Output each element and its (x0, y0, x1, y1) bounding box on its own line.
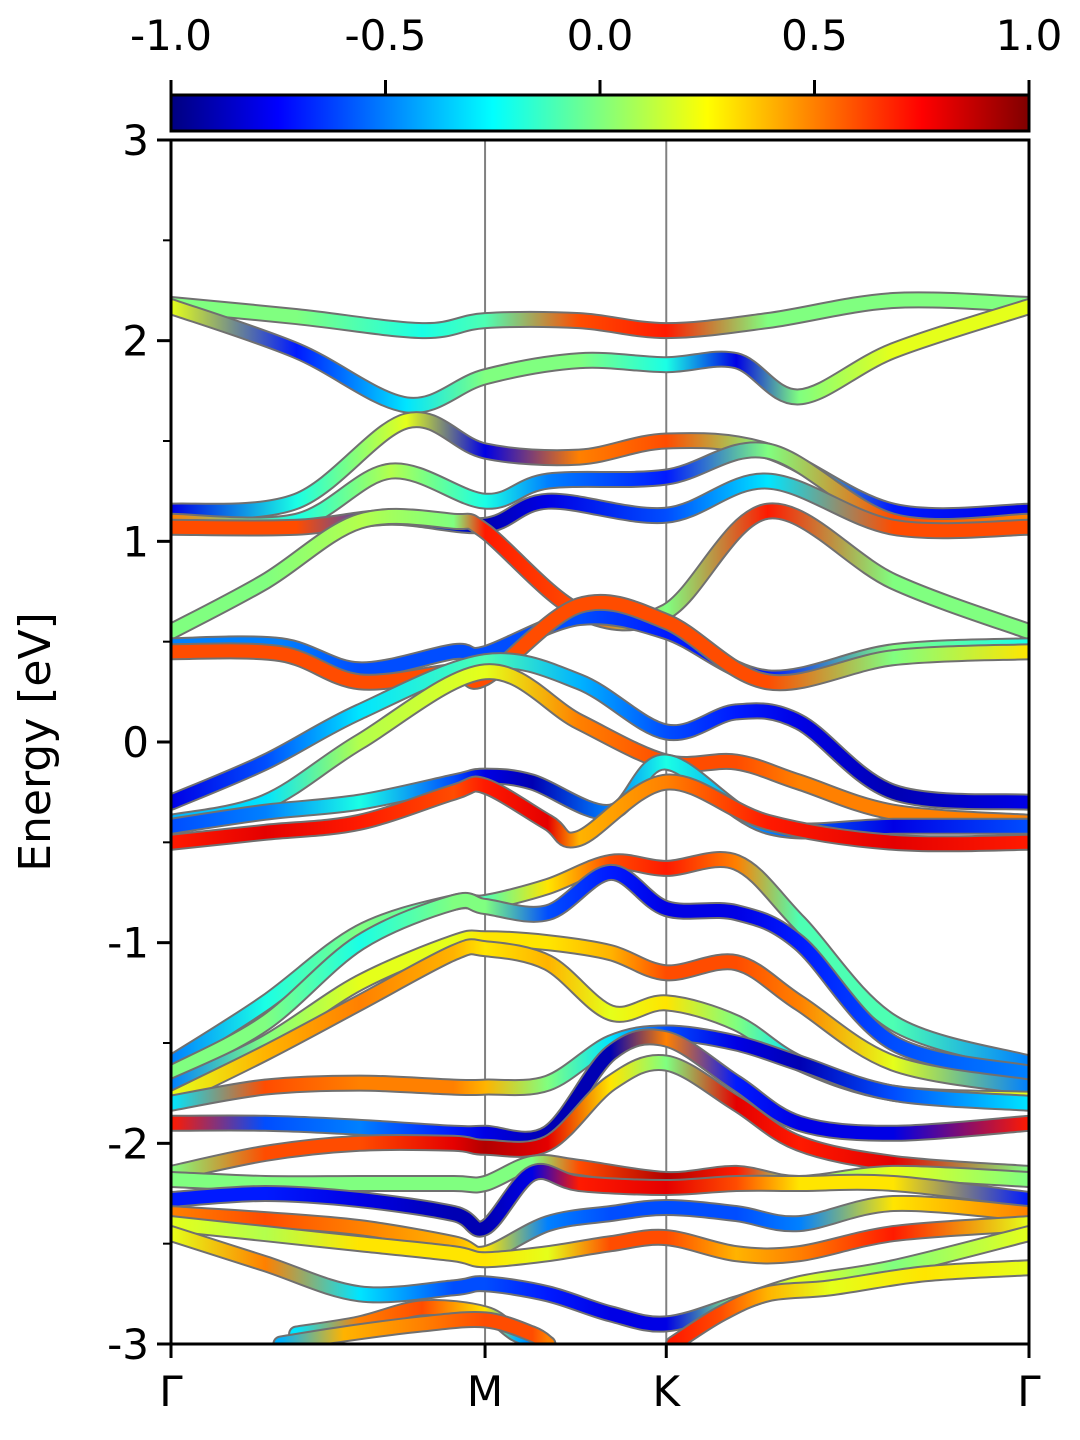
y-tick-label: -1 (107, 919, 149, 968)
colorbar-tick-label: -0.5 (345, 11, 427, 60)
band-16 (171, 1024, 1029, 1112)
band-line (171, 300, 1029, 412)
band-18 (171, 1053, 1029, 1182)
band-22 (171, 1215, 1029, 1269)
colorbar-tick-label: 1.0 (996, 11, 1063, 60)
colorbar (169, 93, 1031, 133)
band-line (171, 1055, 1029, 1180)
y-tick-label: -2 (107, 1119, 149, 1168)
band-line (171, 293, 1029, 338)
y-tick-label: 2 (122, 317, 149, 366)
band-line (171, 1217, 1029, 1267)
band-line (171, 853, 1029, 1070)
band-4 (171, 472, 1029, 540)
band-12 (171, 851, 1029, 1072)
y-axis: -3 -2 -1 0 1 2 3 (107, 116, 171, 1369)
colorbar-tick-label: -1.0 (130, 11, 212, 60)
y-tick-label: 1 (122, 517, 149, 566)
band-11 (171, 773, 1029, 853)
band-line (171, 1026, 1029, 1110)
band-7 (171, 593, 1029, 692)
colorbar-tick-label: 0.5 (781, 11, 848, 60)
band-line (171, 1165, 1029, 1236)
band-line (171, 665, 1029, 829)
y-tick-label: 0 (122, 718, 149, 767)
band-13 (171, 863, 1029, 1082)
y-axis-label: Energy [eV] (10, 612, 61, 872)
band-line (171, 865, 1029, 1080)
band-line (274, 1312, 555, 1344)
x-tick-label: K (652, 1367, 681, 1416)
band-line (171, 443, 1029, 533)
band-line (171, 595, 1029, 690)
band-14 (171, 929, 1029, 1096)
x-tick-label: Γ (159, 1367, 183, 1416)
band-20 (171, 1163, 1029, 1238)
band-line (171, 654, 1029, 809)
y-tick-label: 3 (122, 116, 149, 165)
band-line (171, 1030, 1029, 1146)
band-line (171, 931, 1029, 1094)
bands (171, 291, 1029, 1344)
colorbar-ticks: -1.0 -0.5 0.0 0.5 1.0 (130, 11, 1062, 95)
band-line (667, 1261, 1029, 1344)
band-26 (665, 1259, 1029, 1344)
band-line (171, 775, 1029, 851)
band-3 (171, 441, 1029, 535)
band-25 (272, 1310, 557, 1344)
band-line (171, 1227, 1029, 1331)
band-line (171, 474, 1029, 538)
band-17 (171, 1028, 1029, 1148)
colorbar-tick-label: 0.0 (567, 11, 634, 60)
band-21 (171, 1194, 1029, 1263)
band-line (171, 1196, 1029, 1261)
x-tick-label: Γ (1017, 1367, 1041, 1416)
band-1 (171, 298, 1029, 414)
band-9 (171, 663, 1029, 831)
band-23 (171, 1225, 1029, 1333)
x-tick-label: M (467, 1367, 503, 1416)
band-8 (171, 652, 1029, 811)
band-0 (171, 291, 1029, 340)
y-tick-label: -3 (107, 1320, 149, 1369)
